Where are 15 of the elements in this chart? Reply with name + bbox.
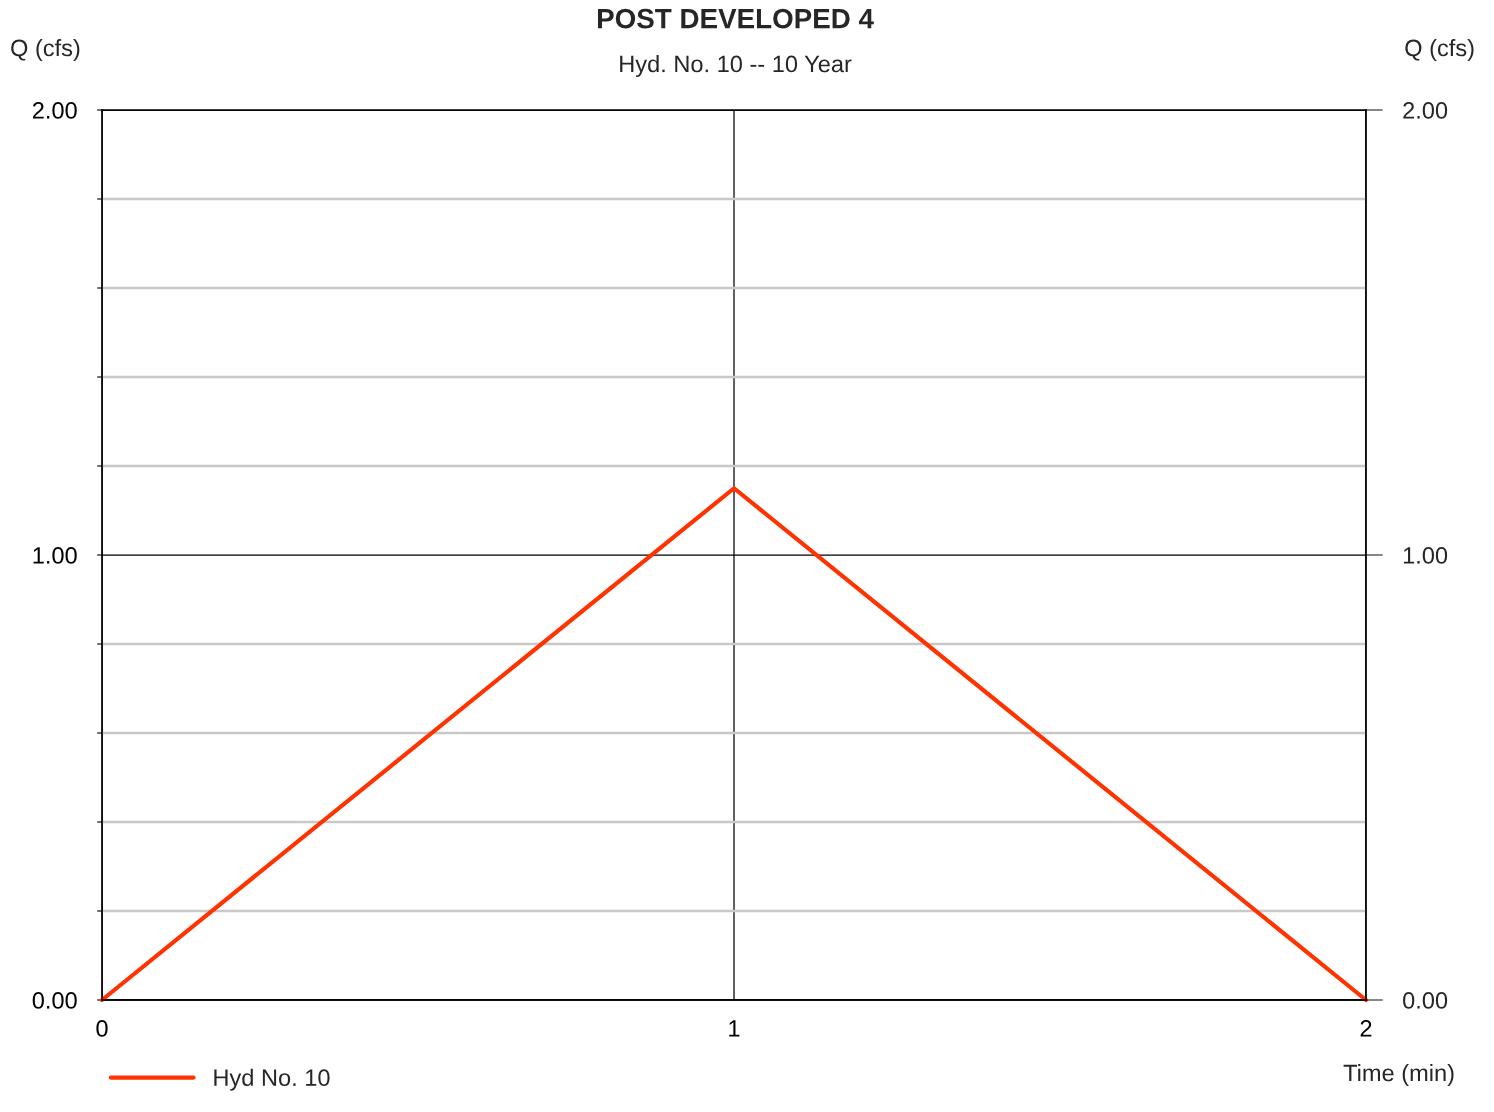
x-tick-label: 1: [729, 1020, 740, 1037]
x-axis-title: Time (min): [1343, 1063, 1454, 1086]
y-tick-label: 2.00: [32, 102, 77, 119]
y-tick-label: 1.00: [33, 547, 77, 564]
y-axis-title: Q (cfs): [11, 39, 80, 61]
y2-tick-label: 2.00: [1403, 102, 1448, 119]
legend-label: Hyd No. 10: [214, 1068, 330, 1091]
chart-title: POST DEVELOPED 4: [597, 8, 874, 29]
x-tick-label: 2: [1360, 1020, 1372, 1037]
y2-axis-title: Q (cfs): [1405, 39, 1474, 61]
x-tick-label: 0: [96, 1020, 108, 1037]
y-tick-label: 0.00: [32, 992, 77, 1009]
y2-tick-label: 1.00: [1403, 547, 1448, 564]
y2-tick-label: 0.00: [1403, 992, 1448, 1009]
chart-subtitle: Hyd. No. 10 -- 10 Year: [620, 55, 852, 78]
